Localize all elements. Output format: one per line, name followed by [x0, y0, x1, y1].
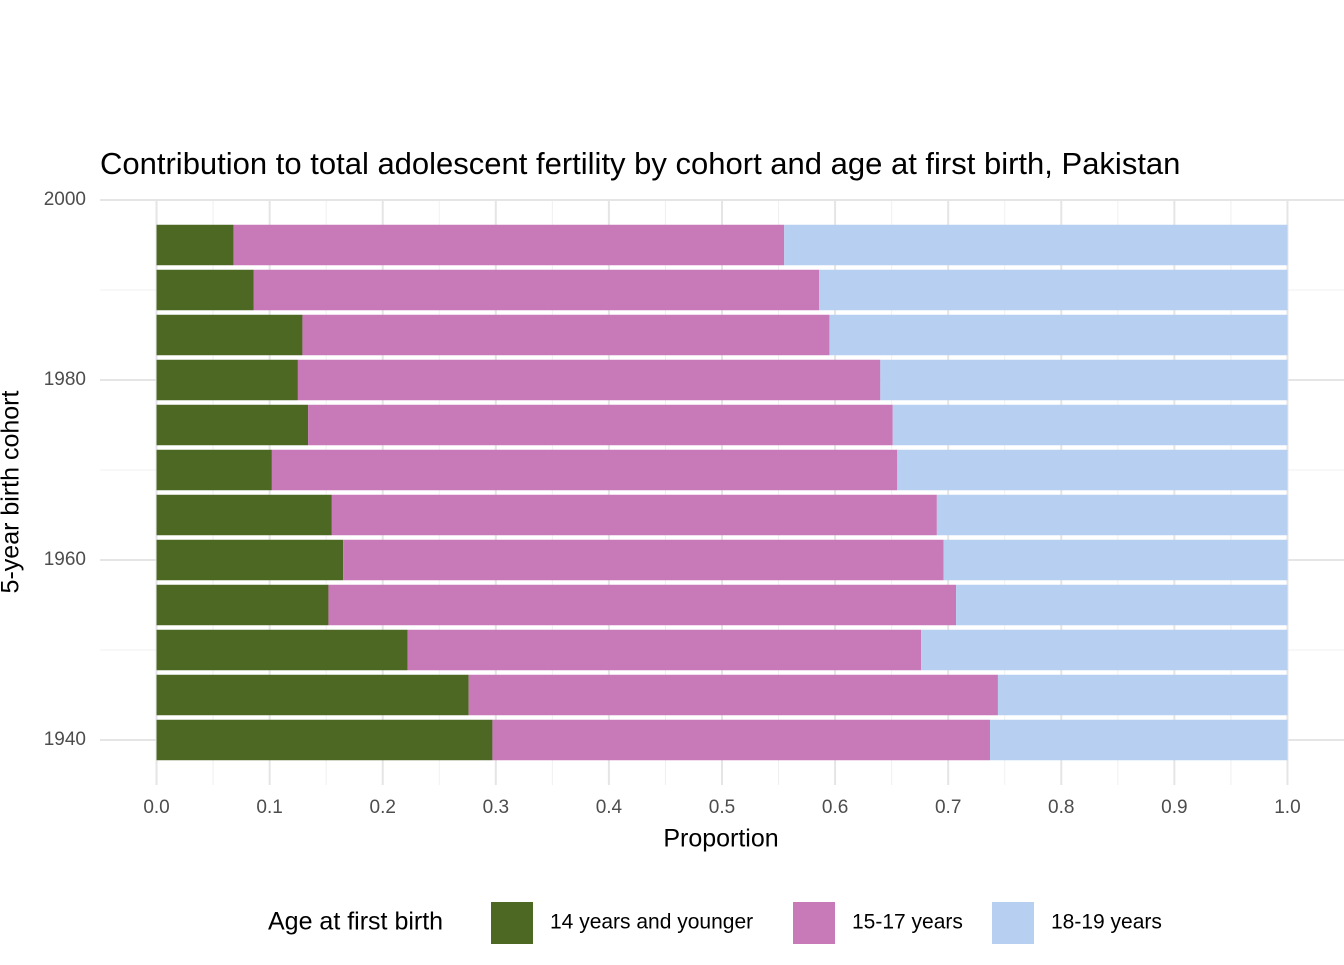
bar-segment	[784, 224, 1288, 266]
bar-segment	[156, 719, 493, 761]
bar-segment	[156, 449, 272, 491]
legend-label: 14 years and younger	[550, 911, 753, 934]
x-tick-label: 0.2	[370, 797, 396, 818]
bar-segment	[997, 674, 1288, 716]
bar-segment	[253, 269, 820, 311]
legend-label: 15-17 years	[852, 911, 963, 934]
y-tick-label: 1960	[44, 549, 86, 570]
bar-segment	[936, 494, 1288, 536]
legend-title: Age at first birth	[268, 908, 443, 936]
y-tick-label: 1940	[44, 729, 86, 750]
bar-segment	[892, 404, 1288, 446]
bar-segment	[331, 494, 937, 536]
bar-segment	[302, 314, 830, 356]
bar-segment	[819, 269, 1288, 311]
x-tick-label: 0.4	[596, 797, 623, 818]
bar-segment	[156, 674, 469, 716]
bar-segment	[156, 539, 344, 581]
bar-segment	[156, 404, 309, 446]
legend-label: 18-19 years	[1051, 911, 1162, 934]
y-tick-label: 2000	[44, 189, 86, 210]
x-tick-label: 0.0	[143, 797, 169, 818]
x-tick-label: 0.9	[1161, 797, 1187, 818]
bar-segment	[343, 539, 944, 581]
x-tick-label: 0.7	[935, 797, 961, 818]
bar-segment	[956, 584, 1288, 626]
bar-segment	[156, 359, 298, 401]
bar-segment	[156, 314, 303, 356]
x-tick-label: 0.8	[1048, 797, 1074, 818]
legend-swatch	[992, 902, 1034, 944]
bar-segment	[990, 719, 1288, 761]
bar-segment	[156, 494, 332, 536]
bar-segment	[156, 224, 234, 266]
bar-segment	[297, 359, 881, 401]
bar-segment	[829, 314, 1288, 356]
x-tick-label: 0.5	[709, 797, 735, 818]
x-tick-label: 1.0	[1274, 797, 1300, 818]
legend-swatch	[491, 902, 533, 944]
x-tick-label: 0.6	[822, 797, 848, 818]
bar-segment	[156, 629, 408, 671]
bar-segment	[407, 629, 922, 671]
cohort-axis-label: 5-year birth cohort	[0, 391, 25, 594]
bar-segment	[156, 269, 254, 311]
bar-segment	[921, 629, 1288, 671]
legend-swatch	[793, 902, 835, 944]
x-tick-label: 0.3	[483, 797, 509, 818]
bar-segment	[897, 449, 1288, 491]
bar-segment	[308, 404, 893, 446]
x-tick-label: 0.1	[256, 797, 282, 818]
value-axis-label: Proportion	[663, 825, 778, 853]
bar-segment	[943, 539, 1288, 581]
bar-segment	[468, 674, 998, 716]
bar-segment	[492, 719, 991, 761]
bar-segment	[880, 359, 1288, 401]
chart-title: Contribution to total adolescent fertili…	[100, 146, 1180, 181]
bar-segment	[271, 449, 898, 491]
bar-segment	[156, 584, 329, 626]
y-tick-label: 1980	[44, 369, 86, 390]
bar-segment	[328, 584, 957, 626]
bar-segment	[233, 224, 785, 266]
